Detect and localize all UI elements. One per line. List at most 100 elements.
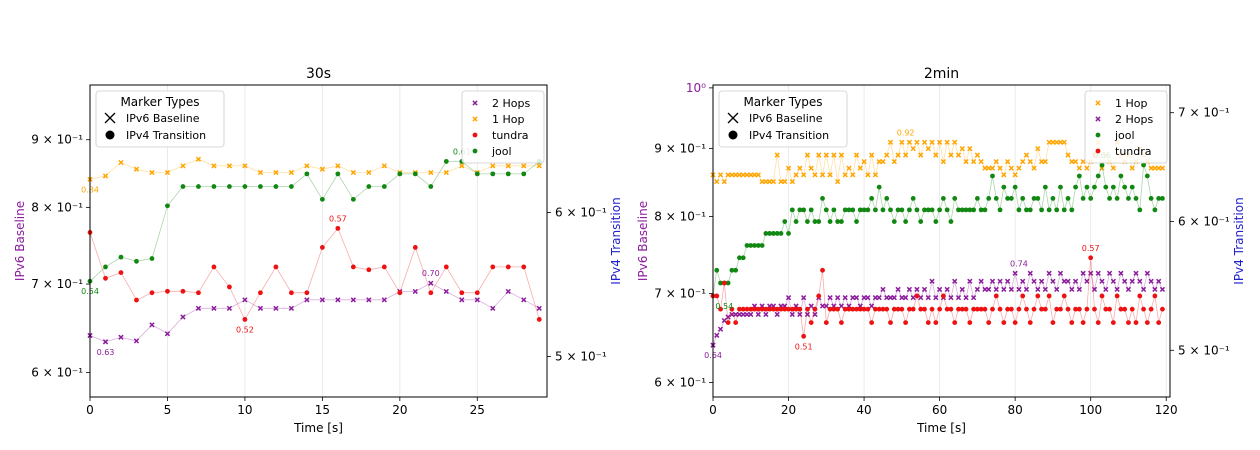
data-point	[903, 219, 909, 224]
data-point	[774, 311, 780, 318]
data-point	[304, 171, 310, 177]
data-point	[1073, 306, 1078, 312]
data-point	[914, 207, 920, 213]
data-point	[1106, 270, 1113, 276]
data-point	[1141, 162, 1146, 168]
data-point	[823, 207, 829, 213]
data-point	[1065, 278, 1071, 284]
series-tundra	[87, 225, 542, 322]
data-point	[770, 178, 777, 185]
series-2-hops	[87, 280, 542, 345]
data-point	[1038, 278, 1045, 284]
data-point	[902, 152, 909, 158]
data-point	[1095, 270, 1101, 276]
data-point	[936, 286, 943, 293]
marker-types-legend: Marker Types IPv6 Baseline IPv4 Transition	[718, 90, 848, 148]
data-point	[967, 207, 973, 213]
data-point	[835, 306, 841, 312]
data-point	[1008, 165, 1015, 171]
data-point	[989, 278, 996, 284]
legend-title: Marker Types	[743, 95, 822, 109]
data-point	[842, 207, 848, 213]
data-point	[993, 195, 999, 201]
data-point	[921, 286, 928, 293]
data-point	[1110, 320, 1116, 325]
data-point	[366, 169, 372, 176]
data-point	[873, 306, 878, 312]
y-right-tick-label: 6 × 10⁻¹	[555, 205, 607, 219]
data-point	[195, 156, 202, 162]
legend-label: tundra	[1115, 145, 1152, 158]
y-right-axis-label: IPv4 Transition	[609, 197, 623, 284]
data-point	[273, 184, 279, 189]
x-marker-icon	[104, 112, 116, 124]
data-point	[887, 139, 894, 145]
data-point	[443, 169, 449, 176]
legend-box	[461, 90, 545, 164]
plot-frame	[89, 84, 548, 398]
data-point	[940, 158, 947, 165]
data-point	[725, 320, 731, 325]
data-point	[381, 184, 387, 189]
data-point	[1092, 306, 1097, 312]
x-marker-icon	[727, 112, 739, 124]
legend-box	[95, 90, 225, 148]
data-point	[102, 339, 109, 345]
data-point	[963, 207, 969, 213]
data-point	[789, 311, 795, 318]
data-point	[397, 290, 403, 296]
data-point	[868, 152, 875, 158]
data-point	[505, 171, 511, 177]
data-point	[1118, 306, 1124, 312]
data-label: 0.51	[795, 342, 813, 351]
legend-label: 1 Hop	[492, 113, 524, 126]
y-right-tick-label: 5 × 10⁻¹	[1178, 343, 1230, 357]
data-point	[797, 306, 803, 312]
data-point	[103, 264, 108, 270]
data-point	[812, 311, 818, 318]
data-point	[335, 163, 341, 169]
data-point	[134, 258, 139, 264]
data-point	[1137, 207, 1143, 213]
data-point	[1084, 165, 1090, 171]
data-point	[474, 297, 480, 303]
data-point	[1084, 278, 1090, 284]
data-point	[857, 165, 863, 171]
data-point	[899, 207, 905, 213]
data-point	[993, 286, 999, 293]
data-point	[1012, 184, 1018, 190]
data-point	[242, 297, 248, 303]
data-point	[793, 172, 799, 178]
data-point	[1027, 207, 1033, 213]
data-point	[857, 306, 863, 312]
data-point	[778, 231, 784, 236]
data-point	[839, 320, 844, 325]
data-point	[1061, 293, 1067, 299]
data-point	[940, 293, 946, 299]
data-point	[759, 243, 765, 248]
data-point	[1050, 278, 1056, 284]
data-point	[505, 264, 511, 270]
data-point	[933, 152, 939, 158]
x-tick-label: 25	[470, 403, 485, 417]
data-point	[914, 286, 920, 293]
series-tundra	[710, 255, 1165, 339]
data-point	[717, 326, 724, 332]
data-point	[974, 306, 980, 312]
data-point	[1076, 286, 1082, 293]
data-point	[1133, 195, 1139, 201]
data-point	[759, 306, 765, 312]
data-point	[1072, 158, 1079, 165]
data-point	[1152, 293, 1158, 299]
data-point	[748, 311, 754, 318]
data-point	[1126, 195, 1131, 201]
data-point	[835, 219, 841, 224]
data-point	[304, 163, 310, 169]
data-point	[211, 163, 217, 169]
data-point	[319, 196, 325, 202]
data-point	[118, 159, 124, 166]
x-tick-label: 15	[315, 403, 330, 417]
data-point	[793, 306, 799, 312]
data-point	[149, 256, 155, 261]
data-point	[895, 207, 901, 213]
